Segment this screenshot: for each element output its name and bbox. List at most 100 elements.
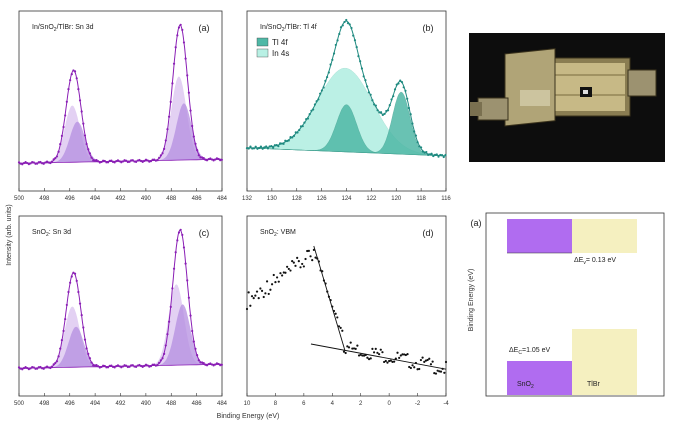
- data-point: [192, 340, 195, 343]
- data-point: [52, 158, 55, 161]
- data-point: [261, 147, 264, 150]
- data-point: [406, 97, 409, 100]
- data-point: [252, 147, 256, 150]
- data-point: [212, 159, 215, 162]
- data-point: [320, 89, 323, 92]
- data-point: [87, 148, 90, 151]
- data-point: [272, 146, 275, 149]
- x-tick-label: 488: [166, 196, 177, 202]
- data-point: [111, 160, 115, 163]
- data-point: [249, 304, 252, 307]
- data-point: [189, 109, 192, 112]
- data-point: [113, 161, 116, 164]
- data-point: [144, 363, 148, 366]
- data-point: [156, 364, 159, 367]
- data-point: [404, 353, 407, 357]
- data-point: [153, 363, 156, 366]
- data-point: [118, 160, 121, 163]
- data-point: [116, 364, 120, 367]
- data-point: [214, 158, 217, 161]
- data-point: [400, 81, 404, 84]
- data-point: [26, 366, 29, 370]
- data-point: [102, 364, 105, 367]
- data-point: [177, 26, 181, 29]
- data-point: [24, 161, 27, 164]
- data-point: [220, 158, 223, 161]
- data-point: [364, 79, 367, 82]
- data-point: [411, 364, 414, 367]
- data-point: [131, 364, 134, 367]
- data-point: [247, 291, 250, 294]
- data-point: [186, 279, 189, 282]
- data-point: [275, 144, 278, 147]
- data-point: [245, 147, 249, 150]
- data-point: [151, 158, 154, 161]
- data-point: [36, 367, 39, 370]
- data-point: [282, 142, 285, 145]
- data-point: [421, 356, 424, 359]
- x-tick-label: 488: [166, 401, 177, 407]
- data-point: [284, 271, 287, 274]
- data-point: [200, 156, 204, 159]
- data-point: [355, 46, 358, 49]
- data-point: [161, 357, 164, 360]
- data-point: [289, 269, 292, 272]
- data-point: [378, 111, 381, 114]
- data-point: [73, 272, 77, 275]
- data-point: [374, 347, 377, 351]
- data-point: [34, 162, 37, 165]
- data-point: [282, 271, 285, 274]
- data-point: [85, 347, 88, 350]
- data-point: [304, 257, 307, 261]
- data-point: [144, 158, 148, 161]
- data-point: [40, 367, 44, 370]
- data-point: [404, 89, 407, 92]
- data-point: [182, 41, 186, 44]
- data-point: [123, 364, 126, 367]
- data-point: [339, 326, 342, 329]
- data-point: [286, 265, 289, 268]
- data-point: [346, 345, 349, 348]
- data-point: [17, 161, 21, 164]
- data-point: [42, 367, 45, 370]
- data-point: [191, 124, 194, 128]
- data-point: [337, 325, 341, 328]
- data-point: [299, 125, 303, 128]
- data-point: [433, 153, 437, 156]
- data-point: [85, 142, 88, 146]
- data-point: [73, 70, 77, 73]
- data-point: [90, 156, 93, 159]
- data-point: [259, 145, 263, 148]
- data-point: [146, 364, 149, 367]
- data-point: [428, 153, 431, 156]
- x-tick-label: 500: [14, 196, 25, 202]
- data-point: [19, 367, 22, 370]
- data-point: [172, 62, 176, 65]
- data-point: [128, 160, 131, 163]
- data-point: [399, 79, 402, 82]
- data-point: [179, 228, 182, 231]
- data-point: [250, 295, 254, 298]
- data-point: [420, 146, 423, 149]
- sno2-valence-band: [507, 361, 572, 395]
- data-point: [75, 279, 78, 282]
- device-photo: [469, 33, 665, 162]
- data-point: [210, 158, 214, 161]
- x-tick-label: 0: [387, 401, 391, 407]
- data-point: [77, 88, 80, 91]
- band-y-label: Binding Energy (eV): [468, 269, 475, 332]
- data-point: [423, 360, 426, 363]
- data-point: [108, 159, 111, 162]
- data-point: [163, 147, 166, 151]
- data-point: [148, 365, 151, 368]
- data-point: [102, 159, 105, 162]
- data-point: [277, 280, 280, 283]
- data-point: [128, 365, 131, 368]
- data-point: [174, 251, 177, 254]
- data-point: [95, 158, 98, 162]
- data-point: [274, 281, 277, 284]
- data-point: [125, 364, 128, 367]
- data-point: [306, 249, 309, 253]
- data-point: [298, 128, 301, 132]
- data-point: [148, 160, 151, 163]
